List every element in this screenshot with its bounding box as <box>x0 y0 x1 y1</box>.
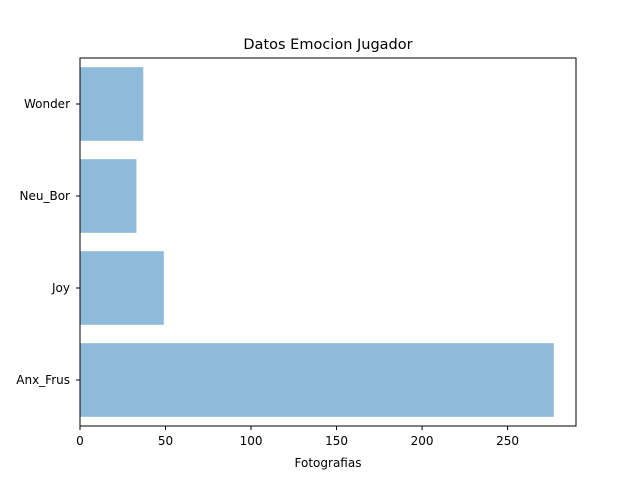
chart-title: Datos Emocion Jugador <box>243 37 412 53</box>
bar-anx-frus <box>80 343 554 417</box>
x-tick-label: 50 <box>158 434 173 448</box>
ticks-layer: Anx_Frus Joy Neu_Bor Wonder 0 50 100 150 200 250 <box>16 97 519 448</box>
plot-frame <box>79 57 577 427</box>
x-tick-label: 0 <box>76 434 84 448</box>
bar-wonder <box>80 67 144 141</box>
x-tick-label: 200 <box>411 434 434 448</box>
y-tick-label: Neu_Bor <box>20 189 71 203</box>
x-tick-label: 150 <box>325 434 348 448</box>
x-tick-label: 100 <box>240 434 263 448</box>
bar-neu-bor <box>80 159 137 233</box>
y-tick-label: Joy <box>51 281 70 295</box>
x-tick-label: 250 <box>496 434 519 448</box>
bar-joy <box>80 251 164 325</box>
y-tick-label: Wonder <box>24 97 70 111</box>
x-axis-label: Fotografias <box>295 456 362 470</box>
y-tick-label: Anx_Frus <box>16 373 70 387</box>
bars-layer <box>80 67 554 417</box>
